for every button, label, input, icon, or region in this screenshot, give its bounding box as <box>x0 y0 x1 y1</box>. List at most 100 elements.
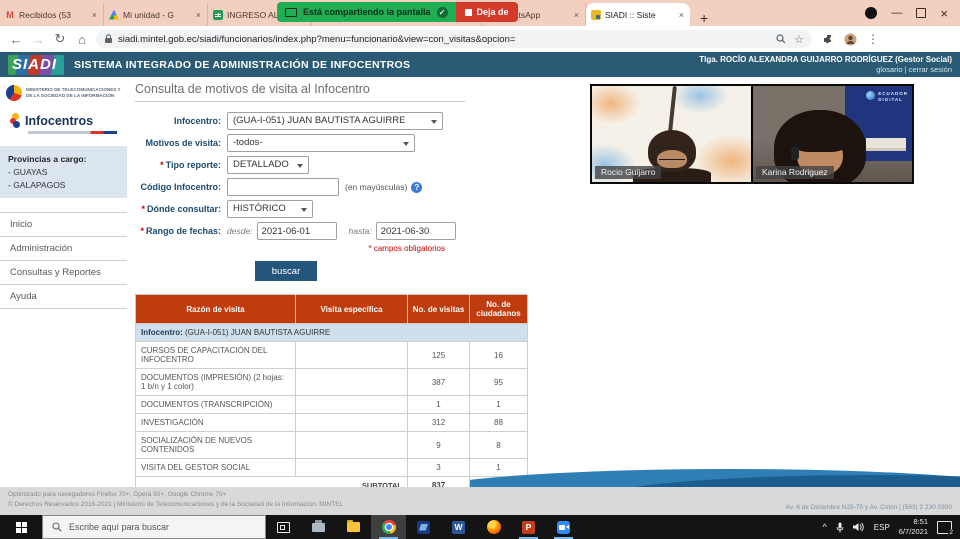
file-explorer-button[interactable] <box>336 515 371 539</box>
zoom-button[interactable] <box>546 515 581 539</box>
siadi-favicon-icon <box>591 9 601 20</box>
cell-reason: SOCIALIZACIÓN DE NUEVOS CONTENIDOS <box>135 431 296 459</box>
tab-gmail[interactable]: M Recibidos (53 × <box>0 3 104 26</box>
page-title: Consulta de motivos de visita al Infocen… <box>135 82 465 102</box>
table-group-row: Infocentro: (GUA-I-051) JUAN BAUTISTA AG… <box>135 323 528 342</box>
cell-visits: 387 <box>407 368 470 396</box>
stop-icon <box>464 8 472 16</box>
printer-icon <box>312 519 325 532</box>
tab-close-icon[interactable]: × <box>573 9 579 20</box>
task-view-icon <box>277 521 290 533</box>
header-links[interactable]: glosario | cerrar sesión <box>876 64 952 74</box>
date-from-input[interactable] <box>256 222 337 240</box>
new-tab-button[interactable]: + <box>700 10 709 26</box>
chrome-icon <box>381 520 396 534</box>
back-icon[interactable]: ← <box>9 31 23 47</box>
siadi-header: SIADI SISTEMA INTEGRADO DE ADMINISTRACIÓ… <box>0 52 960 77</box>
donde-select[interactable]: HISTÓRICO <box>227 200 313 218</box>
table-row: CURSOS DE CAPACITACIÓN DEL INFOCENTRO 12… <box>135 341 528 369</box>
cell-reason: CURSOS DE CAPACITACIÓN DEL INFOCENTRO <box>135 341 296 369</box>
taskbar-clock[interactable]: 8:51 6/7/2021 <box>899 517 928 537</box>
zoom-lens-icon[interactable] <box>776 34 786 44</box>
tipo-reporte-select[interactable]: DETALLADO <box>227 156 309 174</box>
col-ciudadanos: No. de ciudadanos <box>469 294 528 324</box>
table-row: SOCIALIZACIÓN DE NUEVOS CONTENIDOS 9 8 <box>135 431 528 459</box>
group-value: (GUA-I-051) JUAN BAUTISTA AGUIRRE <box>185 328 331 337</box>
clock-date: 6/7/2021 <box>898 527 928 536</box>
sidebar-item-consultas[interactable]: Consultas y Reportes <box>0 260 127 284</box>
notification-center-icon[interactable]: 2 <box>937 520 954 536</box>
glasses <box>658 155 685 160</box>
printer-app-button[interactable] <box>301 515 336 539</box>
help-icon[interactable]: ? <box>411 181 423 193</box>
motivos-select[interactable]: -todos- <box>227 134 415 152</box>
ministry-logo: MINISTERIO DE TELECOMUNICACIONES Y DE LA… <box>0 77 127 103</box>
stop-sharing-label: Deja de <box>476 7 509 17</box>
headset <box>791 146 800 160</box>
tab-close-icon[interactable]: × <box>678 9 684 20</box>
browser-menu-icon[interactable]: ⋮ <box>867 32 879 46</box>
chrome-button[interactable] <box>371 515 406 539</box>
tab-title: Recibidos (53 <box>19 9 71 20</box>
sidebar-item-administracion[interactable]: Administración <box>0 236 127 260</box>
language-indicator[interactable]: ESP <box>873 522 890 532</box>
home-icon[interactable]: ⌂ <box>78 31 86 47</box>
participant-hair-front <box>792 126 847 152</box>
cell-specific <box>295 458 408 477</box>
forward-icon[interactable]: → <box>31 31 45 47</box>
start-button[interactable] <box>0 515 42 539</box>
page-footer: Optimizado para navegadores Firefox 70+,… <box>0 487 960 515</box>
date-to-input[interactable] <box>375 222 456 240</box>
cell-citizens: 1 <box>469 395 528 414</box>
rango-label: * Rango de fechas: <box>140 226 221 236</box>
sidebar-item-inicio[interactable]: Inicio <box>0 212 127 236</box>
url-text: siadi.mintel.gob.ec/siadi/funcionarios/i… <box>118 33 516 45</box>
participant-name-label: Rocio Guijarro <box>595 166 662 179</box>
taskbar-search[interactable]: Escribe aquí para buscar <box>42 515 266 539</box>
window-controls: — × <box>853 0 960 26</box>
browser-profile-icon[interactable] <box>865 7 878 19</box>
infocentro-select[interactable]: (GUA-I-051) JUAN BAUTISTA AGUIRRE <box>227 112 443 130</box>
cell-visits: 125 <box>407 341 470 369</box>
tab-close-icon[interactable]: × <box>91 9 97 20</box>
blue-app-button[interactable] <box>406 515 441 539</box>
tab-drive[interactable]: Mi unidad - G × <box>104 3 208 26</box>
extensions-puzzle-icon[interactable] <box>822 33 834 45</box>
codigo-input[interactable] <box>227 178 339 196</box>
powerpoint-button[interactable]: P <box>511 515 546 539</box>
microphone-icon[interactable] <box>836 522 844 533</box>
infocentro-label: Infocentro: <box>174 116 221 126</box>
maximize-button[interactable] <box>916 8 927 18</box>
browser-toolbar: ← → ↻ ⌂ siadi.mintel.gob.ec/siadi/funcio… <box>0 26 960 52</box>
reload-icon[interactable]: ↻ <box>54 31 66 46</box>
video-tile-rocio: Rocio Guijarro <box>592 86 751 182</box>
windows-taskbar: Escribe aquí para buscar W P ^ ESP 8:51 <box>0 515 960 539</box>
stop-sharing-button[interactable]: Deja de <box>455 2 518 22</box>
video-call-overlay[interactable]: Rocio Guijarro ECUADOR DIGITAL Karina Ro… <box>590 84 914 184</box>
profile-avatar-icon[interactable] <box>844 33 857 46</box>
col-visitas: No. de visitas <box>407 294 470 324</box>
address-bar[interactable]: siadi.mintel.gob.ec/siadi/funcionarios/i… <box>96 30 812 48</box>
word-button[interactable]: W <box>441 515 476 539</box>
powerpoint-icon: P <box>522 520 535 534</box>
bookmark-star-icon[interactable]: ☆ <box>794 33 804 46</box>
footer-copyright-line: © Derechos Reservados 2016-2021 | Minist… <box>8 500 344 508</box>
group-label: Infocentro: <box>141 328 183 337</box>
sidebar-item-ayuda[interactable]: Ayuda <box>0 284 127 310</box>
check-icon: ✓ <box>436 6 448 18</box>
buscar-button[interactable]: buscar <box>255 261 317 281</box>
tab-close-icon[interactable]: × <box>195 9 201 20</box>
folder-icon <box>347 520 360 532</box>
firefox-button[interactable] <box>476 515 511 539</box>
screen-share-banner: Está compartiendo la pantalla ✓ Deja de <box>277 2 518 22</box>
speaker-icon[interactable] <box>852 522 865 532</box>
task-view-button[interactable] <box>266 515 301 539</box>
minimize-button[interactable]: — <box>891 7 903 19</box>
codigo-label: Código Infocentro: <box>140 182 222 192</box>
word-icon: W <box>452 520 465 534</box>
tray-chevron-icon[interactable]: ^ <box>822 522 827 532</box>
close-window-button[interactable]: × <box>940 5 948 21</box>
tab-siadi-active[interactable]: SIADI :: Siste × <box>586 3 690 26</box>
windows-logo-icon <box>15 521 27 533</box>
video-tile-karina: ECUADOR DIGITAL Karina Rodriguez <box>753 86 912 182</box>
